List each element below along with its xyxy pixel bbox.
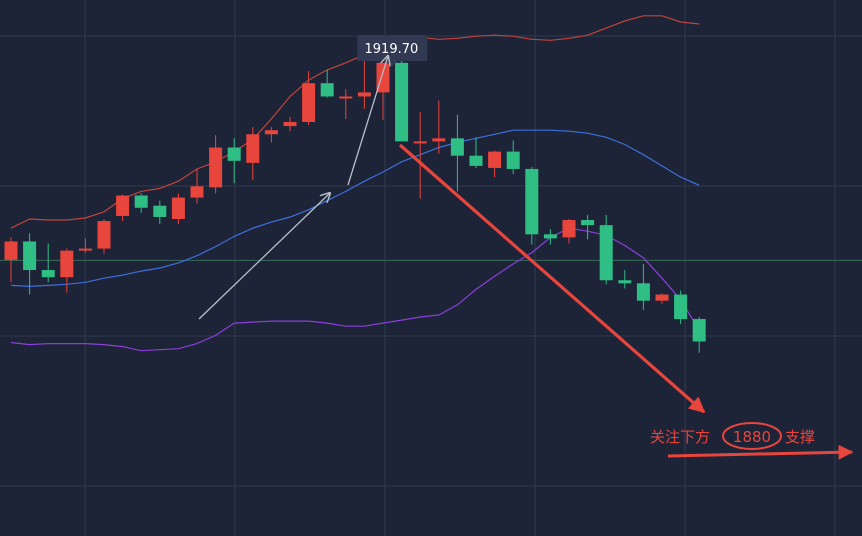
candle-body — [599, 225, 613, 281]
candle-body — [153, 205, 167, 217]
candle-body — [283, 122, 297, 127]
sideways-arrow — [667, 444, 854, 460]
candle-body — [525, 168, 539, 235]
peak-label-box — [357, 35, 428, 61]
candle-body — [543, 234, 557, 239]
candle-body — [60, 250, 74, 278]
candle-23 — [432, 100, 446, 154]
candle-14 — [264, 127, 278, 143]
candle-17 — [320, 69, 334, 98]
uptrend-arrow-2 — [347, 56, 388, 186]
candle-body — [581, 220, 595, 226]
candle-30 — [562, 218, 576, 244]
candle-body — [23, 241, 37, 271]
candle-body — [450, 138, 464, 156]
candle-13 — [246, 127, 260, 181]
candle-body — [190, 186, 204, 198]
candle-36 — [674, 290, 688, 325]
candle-16 — [302, 70, 316, 126]
candle-21 — [395, 57, 409, 142]
candles — [4, 57, 706, 353]
candle-body — [339, 96, 353, 99]
candle-body — [636, 283, 650, 301]
candle-body — [97, 221, 111, 249]
candle-31 — [581, 214, 595, 240]
candle-24 — [450, 114, 464, 192]
peak-label-text: 1919.70 — [365, 42, 419, 57]
candle-9 — [171, 193, 185, 225]
middle-band-line — [10, 129, 700, 288]
candle-body — [134, 195, 148, 208]
candle-11 — [209, 135, 223, 194]
candle-body — [618, 280, 632, 284]
candle-body — [562, 220, 576, 238]
candle-body — [246, 134, 260, 163]
candle-32 — [599, 214, 613, 285]
candle-body — [320, 83, 334, 97]
candle-body — [432, 138, 446, 142]
lower-band-line — [10, 227, 700, 352]
candle-10 — [190, 168, 204, 204]
candle-body — [171, 197, 185, 219]
candle-6 — [116, 194, 130, 222]
annotation-prefix: 关注下方 — [650, 428, 710, 446]
candle-body — [655, 294, 669, 301]
candle-body — [413, 141, 427, 144]
candle-body — [674, 294, 688, 320]
candle-body — [227, 147, 241, 161]
candle-5 — [97, 218, 111, 254]
uptrend-arrow-1 — [198, 193, 330, 320]
candle-22 — [413, 111, 427, 199]
candle-34 — [636, 263, 650, 310]
candle-19 — [357, 57, 371, 109]
candle-2 — [41, 243, 55, 283]
candle-body — [506, 151, 520, 169]
candle-15 — [283, 116, 297, 132]
candle-body — [209, 147, 223, 188]
candle-3 — [60, 248, 74, 293]
candle-26 — [488, 150, 502, 178]
candle-28 — [525, 166, 539, 245]
candle-body — [4, 241, 18, 260]
downtrend-arrow — [398, 143, 706, 414]
candle-25 — [469, 137, 483, 168]
candle-body — [41, 270, 55, 278]
candle-body — [116, 195, 130, 216]
candle-0 — [4, 237, 18, 283]
candle-33 — [618, 270, 632, 289]
candle-27 — [506, 140, 520, 175]
candle-body — [357, 92, 371, 97]
candle-body — [469, 155, 483, 166]
candle-18 — [339, 89, 353, 119]
candle-body — [488, 151, 502, 168]
candle-29 — [543, 229, 557, 245]
candle-8 — [153, 200, 167, 225]
annotation-level: 1880 — [733, 428, 771, 446]
candle-body — [692, 319, 706, 342]
annotations: 1919.70 关注下方 1880 支撑 — [198, 35, 854, 460]
annotation-suffix: 支撑 — [785, 428, 815, 446]
candle-body — [395, 62, 409, 142]
candle-body — [78, 248, 92, 251]
annotation-level-circle — [722, 422, 782, 450]
candle-body — [376, 62, 390, 93]
candle-7 — [134, 193, 148, 213]
candle-12 — [227, 138, 241, 184]
candle-35 — [655, 293, 669, 304]
candle-1 — [23, 233, 37, 295]
candle-37 — [692, 317, 706, 353]
candle-body — [264, 130, 278, 135]
candle-body — [302, 83, 316, 123]
candle-4 — [78, 238, 92, 253]
